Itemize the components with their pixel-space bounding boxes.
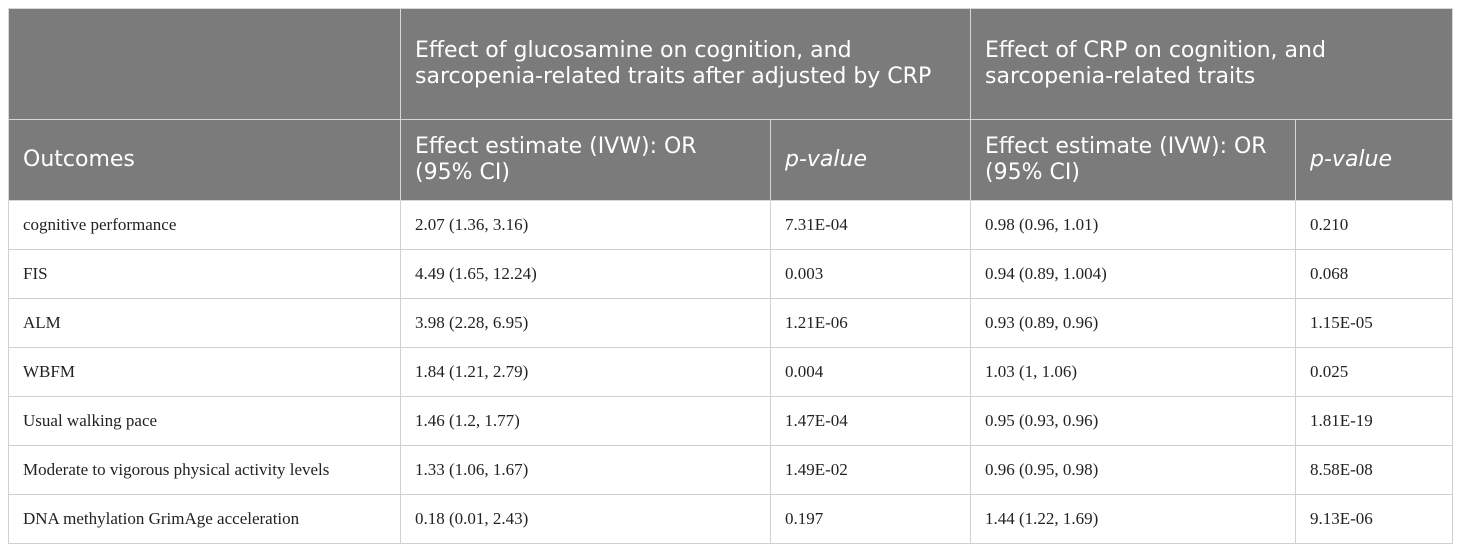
- crp-or-cell: 0.98 (0.96, 1.01): [970, 200, 1297, 250]
- glucosamine-or-cell: 4.49 (1.65, 12.24): [400, 249, 771, 299]
- column-header-row: Outcomes Effect estimate (IVW): OR (95% …: [8, 119, 1454, 201]
- crp-p-cell: 8.58E-08: [1295, 445, 1454, 495]
- table-row: ALM 3.98 (2.28, 6.95) 1.21E-06 0.93 (0.8…: [8, 298, 1454, 348]
- table-row: cognitive performance 2.07 (1.36, 3.16) …: [8, 200, 1454, 250]
- glucosamine-or-cell: 1.84 (1.21, 2.79): [400, 347, 771, 397]
- outcome-cell: WBFM: [8, 347, 401, 397]
- header-crp-effect: Effect estimate (IVW): OR (95% CI): [970, 119, 1297, 201]
- header-glucosamine-effect: Effect estimate (IVW): OR (95% CI): [400, 119, 771, 201]
- outcome-cell: cognitive performance: [8, 200, 401, 250]
- table-row: Usual walking pace 1.46 (1.2, 1.77) 1.47…: [8, 396, 1454, 446]
- outcome-cell: FIS: [8, 249, 401, 299]
- glucosamine-p-cell: 0.003: [769, 249, 972, 299]
- outcome-cell: DNA methylation GrimAge acceleration: [8, 494, 401, 544]
- crp-p-cell: 0.025: [1295, 347, 1454, 397]
- crp-p-cell: 0.068: [1295, 249, 1454, 299]
- header-crp-group: Effect of CRP on cognition, and sarcopen…: [970, 8, 1454, 120]
- table-row: FIS 4.49 (1.65, 12.24) 0.003 0.94 (0.89,…: [8, 249, 1454, 299]
- crp-p-cell: 9.13E-06: [1295, 494, 1454, 544]
- results-table: Effect of glucosamine on cognition, and …: [8, 8, 1454, 544]
- outcome-cell: ALM: [8, 298, 401, 348]
- glucosamine-p-cell: 1.47E-04: [769, 396, 972, 446]
- group-header-row: Effect of glucosamine on cognition, and …: [8, 8, 1454, 120]
- header-corner: [8, 8, 401, 120]
- glucosamine-or-cell: 1.33 (1.06, 1.67): [400, 445, 771, 495]
- crp-p-cell: 1.15E-05: [1295, 298, 1454, 348]
- glucosamine-or-cell: 1.46 (1.2, 1.77): [400, 396, 771, 446]
- header-outcomes: Outcomes: [8, 119, 401, 201]
- table-row: DNA methylation GrimAge acceleration 0.1…: [8, 494, 1454, 544]
- outcome-cell: Usual walking pace: [8, 396, 401, 446]
- glucosamine-p-cell: 7.31E-04: [769, 200, 972, 250]
- header-glucosamine-group: Effect of glucosamine on cognition, and …: [399, 8, 972, 120]
- crp-p-cell: 0.210: [1295, 200, 1454, 250]
- crp-p-cell: 1.81E-19: [1295, 396, 1454, 446]
- outcome-cell: Moderate to vigorous physical activity l…: [8, 445, 401, 495]
- glucosamine-or-cell: 3.98 (2.28, 6.95): [400, 298, 771, 348]
- table-row: WBFM 1.84 (1.21, 2.79) 0.004 1.03 (1, 1.…: [8, 347, 1454, 397]
- glucosamine-or-cell: 2.07 (1.36, 3.16): [400, 200, 771, 250]
- glucosamine-p-cell: 1.49E-02: [769, 445, 972, 495]
- glucosamine-p-cell: 0.197: [769, 494, 972, 544]
- crp-or-cell: 0.95 (0.93, 0.96): [970, 396, 1297, 446]
- crp-or-cell: 0.93 (0.89, 0.96): [970, 298, 1297, 348]
- crp-or-cell: 1.44 (1.22, 1.69): [970, 494, 1297, 544]
- glucosamine-p-cell: 0.004: [769, 347, 972, 397]
- crp-or-cell: 0.94 (0.89, 1.004): [970, 249, 1297, 299]
- glucosamine-p-cell: 1.21E-06: [769, 298, 972, 348]
- crp-or-cell: 1.03 (1, 1.06): [970, 347, 1297, 397]
- table-row: Moderate to vigorous physical activity l…: [8, 445, 1454, 495]
- glucosamine-or-cell: 0.18 (0.01, 2.43): [400, 494, 771, 544]
- crp-or-cell: 0.96 (0.95, 0.98): [970, 445, 1297, 495]
- header-crp-pvalue: p-value: [1295, 119, 1454, 201]
- header-glucosamine-pvalue: p-value: [769, 119, 972, 201]
